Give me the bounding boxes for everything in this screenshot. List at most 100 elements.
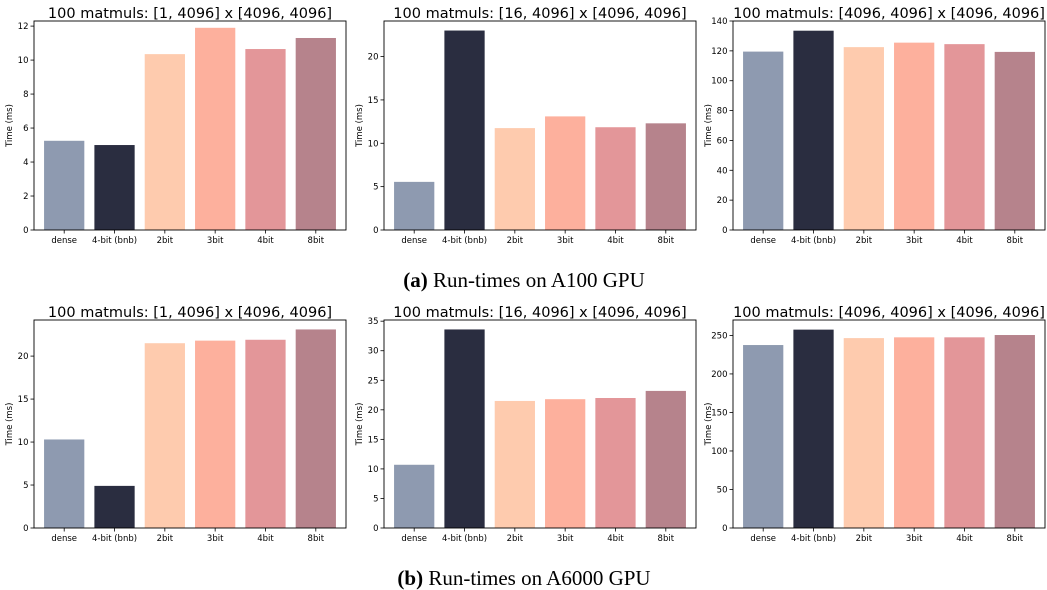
- bar-dense: [394, 464, 435, 528]
- y-axis-label: Time (ms): [355, 104, 365, 148]
- y-tick-label: 5: [373, 183, 378, 193]
- y-tick-label: 5: [373, 494, 378, 504]
- bar-4bit: [595, 127, 636, 230]
- y-tick-label: 5: [23, 481, 28, 491]
- y-tick-label: 100: [711, 77, 727, 87]
- bar-8bit: [295, 329, 336, 528]
- chart-1: dense 4-bit (bnb) 2bit 3bit 4bit 8bit 0 2 4 6 8 10 1…: [5, 6, 347, 246]
- bar-4bit: [245, 339, 286, 528]
- x-tick-label: 2bit: [157, 534, 174, 544]
- y-tick-label: 0: [23, 226, 28, 236]
- y-tick-label: 25: [368, 376, 379, 386]
- x-tick-label: 2bit: [507, 236, 524, 246]
- y-tick-label: 6: [23, 124, 28, 134]
- bar-4bit: [944, 44, 985, 230]
- y-tick-label: 0: [23, 524, 28, 534]
- bar-3bit: [545, 116, 586, 230]
- bar-2bit: [494, 400, 535, 528]
- bar-3bit: [545, 399, 586, 528]
- x-tick-label: 2bit: [157, 236, 174, 246]
- chart-title: 100 matmuls: [1, 4096] x [4096, 4096]: [48, 6, 332, 22]
- chart-4: dense 4-bit (bnb) 2bit 3bit 4bit 8bit 0 5 10 15 20…: [5, 305, 347, 544]
- bar-4-bit-bnb-: [793, 30, 834, 231]
- bar-4-bit-bnb-: [444, 329, 485, 528]
- bar-dense: [394, 181, 435, 230]
- x-tick-label: 4bit: [956, 236, 973, 246]
- axes-frame: [383, 20, 697, 231]
- x-tick-label: 8bit: [658, 236, 675, 246]
- y-axis-label: Time (ms): [5, 403, 15, 447]
- bar-dense: [743, 51, 784, 230]
- bar-dense: [743, 345, 784, 528]
- y-tick-label: 15: [368, 96, 379, 106]
- caption-a-text: Run-times on A100 GPU: [428, 268, 645, 292]
- y-tick-label: 10: [368, 465, 379, 475]
- y-tick-label: 0: [722, 226, 727, 236]
- y-tick-label: 10: [18, 56, 29, 66]
- y-tick-label: 0: [373, 226, 378, 236]
- x-tick-label: 4-bit (bnb): [791, 236, 836, 246]
- x-tick-label: 4-bit (bnb): [442, 236, 487, 246]
- bar-dense: [44, 140, 85, 230]
- x-tick-label: 4-bit (bnb): [442, 534, 487, 544]
- bar-4bit: [944, 337, 985, 528]
- x-tick-label: 4bit: [607, 236, 624, 246]
- x-tick-label: 3bit: [207, 534, 224, 544]
- y-tick-label: 100: [711, 447, 727, 457]
- y-tick-label: 0: [373, 524, 378, 534]
- chart-title: 100 matmuls: [1, 4096] x [4096, 4096]: [48, 305, 332, 321]
- y-tick-label: 20: [18, 352, 29, 362]
- x-tick-label: dense: [401, 236, 427, 246]
- y-tick-label: 35: [368, 317, 379, 327]
- x-tick-label: 4bit: [956, 534, 973, 544]
- axes-frame: [383, 319, 697, 529]
- x-tick-label: 8bit: [1007, 236, 1024, 246]
- bar-2bit: [144, 54, 185, 230]
- caption-b: (b) Run-times on A6000 GPU: [397, 566, 650, 590]
- chart-title: 100 matmuls: [16, 4096] x [4096, 4096]: [393, 6, 686, 22]
- caption-b-letter: (b): [397, 566, 423, 590]
- y-tick-label: 250: [711, 331, 727, 341]
- x-tick-label: 4-bit (bnb): [791, 534, 836, 544]
- x-tick-label: 3bit: [906, 534, 923, 544]
- x-tick-label: 2bit: [856, 236, 873, 246]
- bar-3bit: [195, 27, 236, 230]
- x-tick-label: dense: [51, 236, 77, 246]
- bar-3bit: [195, 340, 236, 528]
- y-axis-label: Time (ms): [355, 403, 365, 447]
- bar-8bit: [645, 123, 686, 230]
- x-tick-label: 4bit: [257, 534, 274, 544]
- axes-frame: [732, 319, 1046, 529]
- y-tick-label: 0: [722, 524, 727, 534]
- chart-title: 100 matmuls: [16, 4096] x [4096, 4096]: [393, 305, 686, 321]
- y-tick-label: 50: [717, 485, 728, 495]
- bar-2bit: [843, 47, 884, 231]
- y-tick-label: 60: [717, 136, 728, 146]
- x-tick-label: dense: [750, 236, 776, 246]
- y-tick-label: 30: [368, 347, 379, 357]
- bar-4-bit-bnb-: [444, 30, 485, 230]
- x-tick-label: 8bit: [308, 534, 325, 544]
- y-tick-label: 4: [23, 158, 28, 168]
- axes-frame: [33, 20, 347, 231]
- x-tick-label: dense: [51, 534, 77, 544]
- bar-8bit: [645, 390, 686, 528]
- bar-8bit: [994, 51, 1035, 231]
- y-tick-label: 150: [711, 408, 727, 418]
- caption-a-letter: (a): [403, 268, 428, 292]
- chart-5: dense 4-bit (bnb) 2bit 3bit 4bit 8bit 0 5 10 15 20…: [355, 305, 697, 544]
- y-tick-label: 15: [368, 435, 379, 445]
- axes-frame: [732, 20, 1046, 231]
- bar-dense: [44, 439, 85, 528]
- bar-8bit: [994, 335, 1035, 528]
- y-tick-label: 120: [711, 47, 727, 57]
- chart-2: dense 4-bit (bnb) 2bit 3bit 4bit 8bit 0 5 10 15 20…: [355, 6, 697, 246]
- y-tick-label: 20: [368, 406, 379, 416]
- bar-2bit: [494, 128, 535, 230]
- x-tick-label: 4bit: [257, 236, 274, 246]
- charts-group: dense 4-bit (bnb) 2bit 3bit 4bit 8bit 0 2 4 6 8 10 1…: [5, 6, 1046, 544]
- bar-4-bit-bnb-: [94, 145, 135, 230]
- x-tick-label: 8bit: [1007, 534, 1024, 544]
- y-tick-label: 140: [711, 17, 727, 27]
